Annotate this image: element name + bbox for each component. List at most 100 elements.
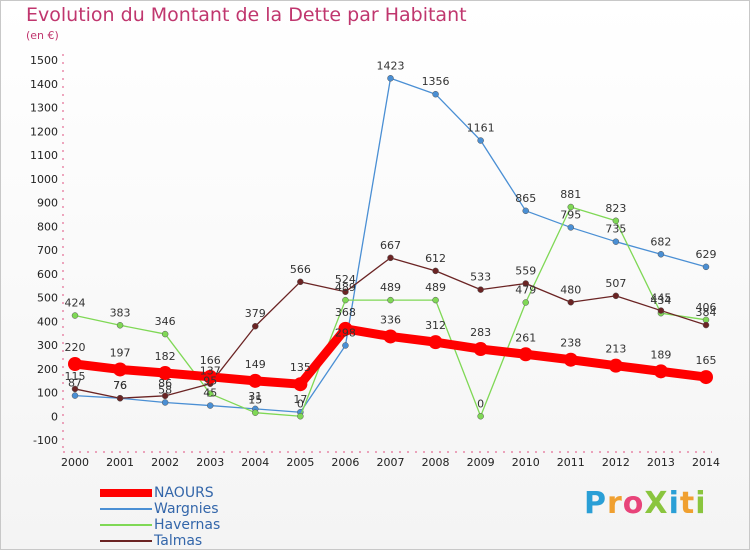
data-point [297,278,304,286]
data-label: 213 [605,343,626,356]
data-point [113,362,128,377]
x-tick-label: 2009 [467,456,495,469]
data-point [522,299,529,306]
data-label: 682 [650,235,671,248]
data-point [653,364,668,379]
data-point [71,312,79,319]
legend: NAOURS Wargnies Havernas Talmas [100,485,220,549]
y-tick-label: 600 [37,268,58,281]
y-tick-label: 200 [37,363,58,376]
data-point [612,292,620,300]
data-point [612,217,620,225]
legend-label: Talmas [154,533,203,549]
legend-item: NAOURS [100,485,220,501]
data-point [71,392,79,399]
x-tick-label: 2007 [377,456,405,469]
legend-item: Wargnies [100,501,220,517]
data-point [161,392,169,400]
data-point [432,267,439,275]
data-label: 1423 [377,59,405,72]
data-point [432,296,439,304]
data-label: 524 [335,273,356,286]
data-label: 445 [650,292,671,305]
legend-item: Talmas [100,533,220,549]
data-point [293,377,308,392]
y-tick-label: 1500 [30,54,58,67]
data-point [657,251,665,258]
data-point [248,373,263,388]
data-point [252,322,259,330]
y-tick-label: -100 [33,434,58,447]
y-tick-label: 700 [37,244,58,257]
y-tick-label: 1400 [30,78,58,91]
data-label: 58 [158,383,172,396]
x-tick-label: 2010 [512,456,540,469]
data-point [158,366,173,381]
data-label: 0 [477,397,484,410]
data-point [252,409,259,416]
data-label: 220 [65,341,86,354]
data-label: 166 [200,354,221,367]
y-tick-label: 1200 [30,125,58,138]
data-point [297,413,304,420]
data-point [612,238,620,245]
x-tick-label: 2004 [241,456,269,469]
data-point [116,394,124,402]
data-label: 17 [293,393,307,406]
data-point [387,296,394,304]
data-label: 480 [560,283,581,296]
data-label: 1356 [422,75,450,88]
y-tick-label: 800 [37,220,58,233]
data-point [206,390,214,397]
data-label: 629 [696,248,717,261]
data-label: 384 [696,306,717,319]
data-label: 95 [203,375,217,388]
data-label: 45 [203,387,217,400]
data-label: 667 [380,239,401,252]
x-tick-label: 2003 [196,456,224,469]
data-label: 1161 [467,122,495,135]
data-label: 298 [335,326,356,339]
data-point [567,203,575,211]
data-point [477,413,484,420]
data-point [563,352,578,367]
data-label: 182 [155,350,176,363]
data-point [161,330,169,338]
data-point [71,385,79,393]
data-point [522,280,529,287]
data-point [522,207,529,215]
data-label: 189 [650,348,671,361]
data-label: 612 [425,252,446,265]
data-point [699,370,713,385]
unit-label: (en €) [26,29,59,42]
data-label: 312 [425,319,446,332]
data-label: 489 [335,281,356,294]
x-tick-label: 2014 [692,456,720,469]
data-point [518,347,533,362]
data-label: 489 [380,281,401,294]
data-label: 424 [65,297,86,310]
data-point [473,342,488,357]
data-label: 346 [155,315,176,328]
data-point [428,335,443,350]
x-tick-label: 2006 [331,456,359,469]
y-tick-label: 500 [37,292,58,305]
y-tick-label: 300 [37,339,58,352]
data-label: 197 [110,346,131,359]
data-point [567,299,575,306]
data-point [567,224,575,231]
data-point [432,90,439,98]
data-label: 795 [560,208,581,221]
data-label: 735 [605,223,626,236]
data-point [702,321,710,329]
y-tick-label: 100 [37,387,58,400]
data-label: 566 [290,263,311,276]
data-label: 406 [696,301,717,314]
data-label: 881 [560,188,581,201]
data-point [477,286,484,293]
legend-label: Havernas [154,517,221,533]
x-tick-label: 2001 [106,456,134,469]
legend-item: Havernas [100,517,220,533]
